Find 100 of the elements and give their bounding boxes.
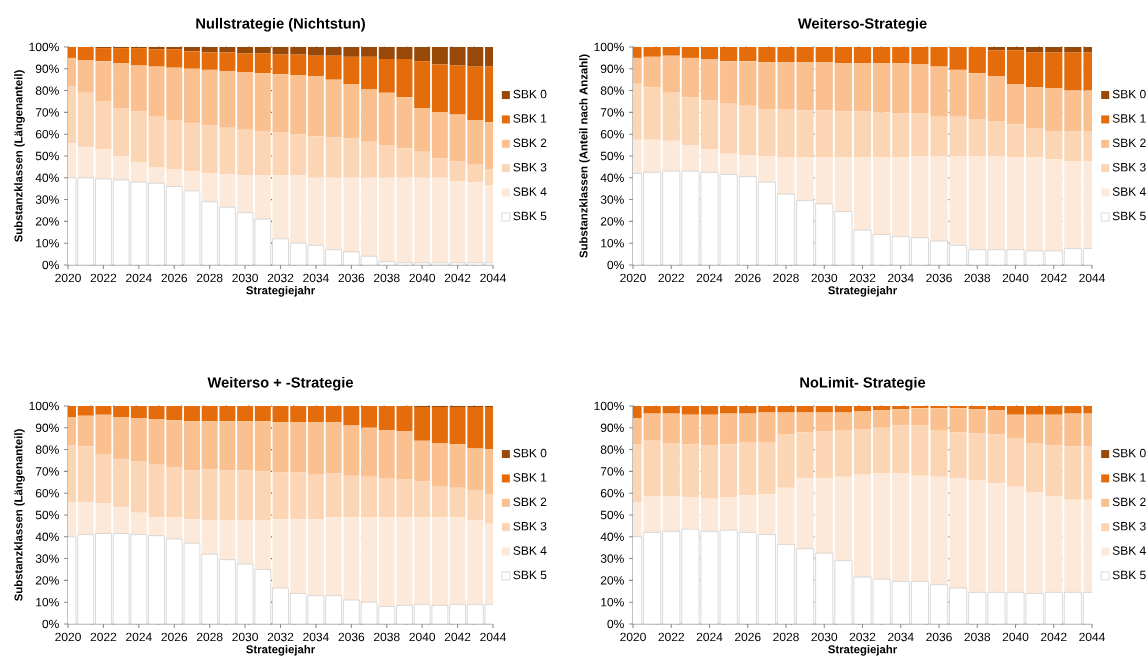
bar xyxy=(1045,130,1063,160)
bar xyxy=(1006,438,1025,487)
bar xyxy=(911,408,929,426)
bar xyxy=(911,155,929,238)
bar xyxy=(237,405,254,422)
y-tick-label: 20% xyxy=(35,576,59,585)
x-tick-label: 2036 xyxy=(338,273,365,283)
bar xyxy=(758,62,776,110)
bar xyxy=(892,409,910,426)
bar xyxy=(700,498,719,532)
bar xyxy=(853,428,872,475)
bar xyxy=(254,130,271,176)
bar xyxy=(130,417,147,462)
bar xyxy=(378,92,395,146)
y-tick-label: 80% xyxy=(600,86,624,95)
bar xyxy=(414,61,431,109)
bar xyxy=(853,157,872,231)
bar xyxy=(113,405,130,417)
y-tick-label: 60% xyxy=(600,488,624,498)
bar xyxy=(796,62,814,111)
bar xyxy=(184,123,200,172)
bar xyxy=(720,103,738,154)
y-axis-title: Substanzklassen (Längenanteil) xyxy=(14,70,25,242)
bar xyxy=(272,54,289,75)
y-tick-label: 80% xyxy=(600,445,624,454)
bar xyxy=(1026,52,1044,88)
bar xyxy=(431,64,448,113)
y-tick-label: 30% xyxy=(35,554,59,563)
bar xyxy=(720,413,738,445)
bar xyxy=(414,177,431,263)
y-tick-label: 0% xyxy=(42,619,59,629)
bar xyxy=(1006,84,1025,125)
bar xyxy=(396,58,413,98)
bar xyxy=(113,155,130,180)
bar xyxy=(968,433,986,481)
y-tick-label: 30% xyxy=(35,195,59,204)
y-tick-label: 10% xyxy=(601,238,624,248)
bar xyxy=(873,410,891,428)
bar xyxy=(815,405,833,413)
bar xyxy=(968,155,986,250)
bar xyxy=(987,405,1005,411)
bar xyxy=(815,62,833,111)
bar xyxy=(290,46,307,55)
bar xyxy=(378,145,395,178)
legend-label: SBK 2 xyxy=(1112,497,1146,507)
bar xyxy=(987,121,1005,156)
bar xyxy=(930,429,948,477)
y-tick-label: 90% xyxy=(600,423,624,433)
bar xyxy=(378,477,395,518)
bar xyxy=(987,483,1005,593)
y-tick-label: 70% xyxy=(35,467,59,476)
x-tick-label: 2036 xyxy=(926,632,952,642)
x-tick-label: 2044 xyxy=(1079,632,1105,642)
chart-title: Weiterso-Strategie xyxy=(797,17,927,32)
x-tick-label: 2030 xyxy=(232,273,258,283)
y-tick-label: 0% xyxy=(607,260,624,270)
bar xyxy=(968,73,986,119)
legend-label: SBK 4 xyxy=(1112,187,1146,196)
bar xyxy=(681,444,699,498)
x-tick-label: 2034 xyxy=(888,632,914,642)
bar xyxy=(307,422,324,475)
chart-title: Nullstrategie (Nichtstun) xyxy=(196,17,365,32)
bar xyxy=(1006,486,1025,593)
bar xyxy=(892,473,910,582)
bar xyxy=(237,72,254,130)
bar xyxy=(662,496,680,532)
y-tick-label: 60% xyxy=(35,129,59,139)
bar xyxy=(184,519,200,544)
bar xyxy=(796,412,814,433)
bar xyxy=(873,112,891,158)
bar xyxy=(184,171,200,191)
y-tick-label: 50% xyxy=(35,510,59,520)
bar xyxy=(307,46,324,56)
bar xyxy=(777,157,795,195)
bar xyxy=(662,443,680,497)
bar xyxy=(930,155,948,242)
bar xyxy=(873,427,891,474)
x-tick-label: 2042 xyxy=(444,632,471,642)
y-tick-label: 70% xyxy=(600,467,624,476)
x-axis-title: Strategiejahr xyxy=(828,286,897,297)
bar xyxy=(892,63,910,114)
x-tick-label: 2024 xyxy=(126,273,152,283)
legend-label: SBK 1 xyxy=(1112,114,1146,123)
x-tick-label: 2044 xyxy=(480,632,506,642)
bar xyxy=(834,412,852,430)
bar xyxy=(853,411,872,429)
bar xyxy=(796,432,814,478)
legend-label: SBK 0 xyxy=(513,89,547,99)
bar xyxy=(853,474,872,578)
bar xyxy=(1006,46,1025,51)
bar xyxy=(815,157,833,204)
bar xyxy=(681,497,699,530)
bar xyxy=(307,519,324,596)
bar xyxy=(949,408,967,433)
bar xyxy=(361,476,378,518)
bar xyxy=(968,480,986,593)
bar xyxy=(815,46,833,63)
x-tick-label: 2026 xyxy=(735,273,761,283)
bar xyxy=(414,481,431,518)
bar xyxy=(681,57,699,98)
